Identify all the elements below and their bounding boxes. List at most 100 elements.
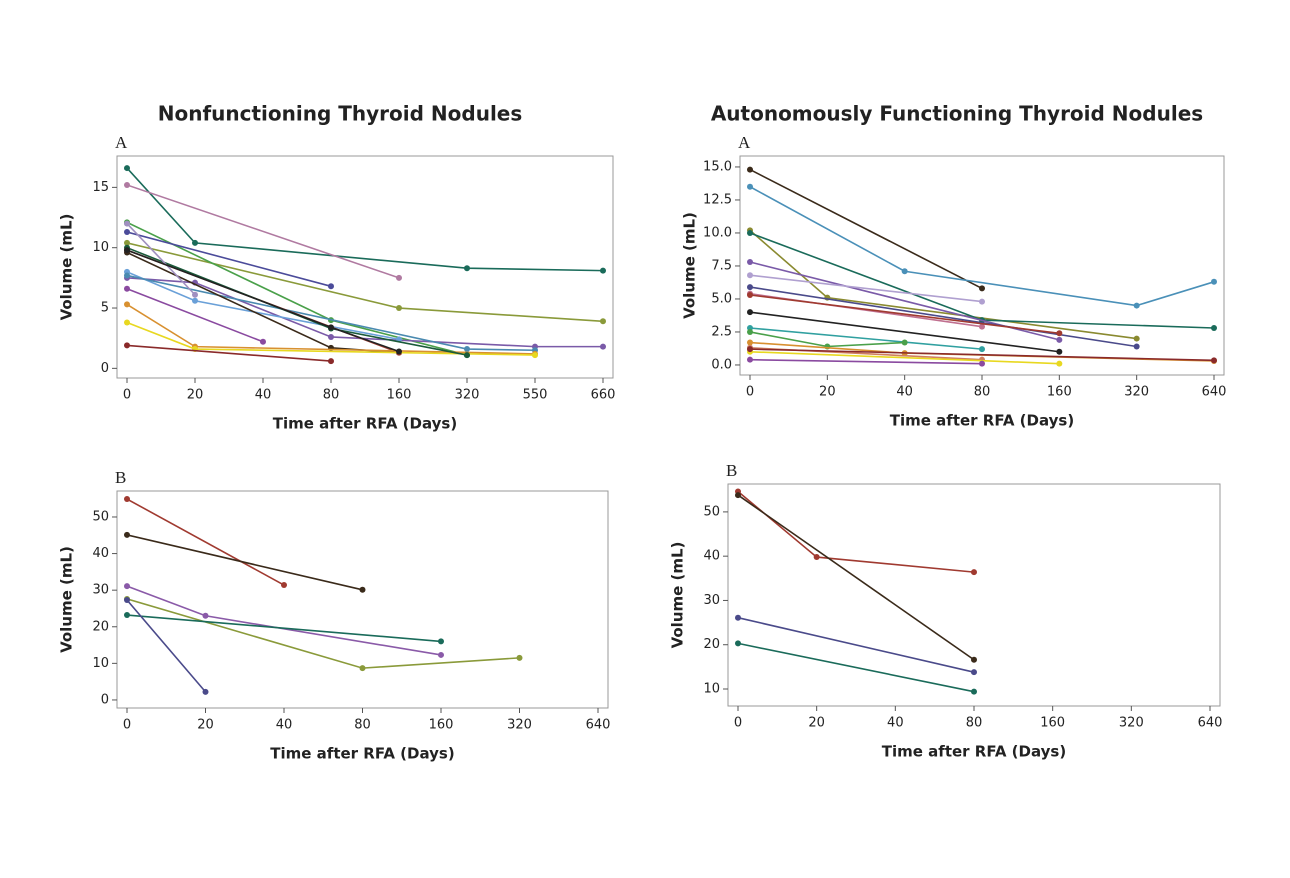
data-point (396, 305, 402, 312)
y-tick-label: 20 (703, 637, 720, 652)
x-tick-label: 160 (1047, 385, 1072, 400)
y-tick-label: 50 (92, 509, 109, 524)
data-point (328, 358, 334, 365)
data-point (1133, 335, 1140, 342)
data-point (124, 247, 130, 254)
x-tick-label: 0 (123, 388, 131, 403)
y-tick-label: 10 (703, 681, 720, 696)
y-axis-label: Volume (mL) (58, 546, 76, 653)
data-point (1133, 343, 1140, 350)
y-axis-label: Volume (mL) (681, 212, 699, 319)
y-tick-label: 5.0 (711, 291, 732, 306)
panel-title: Autonomously Functioning Thyroid Nodules (711, 102, 1203, 126)
data-point (124, 496, 130, 503)
series-line (126, 534, 363, 591)
y-axis-label: Volume (mL) (58, 214, 76, 321)
data-point (735, 640, 741, 647)
data-point (359, 665, 366, 672)
data-point (516, 654, 523, 661)
x-tick-label: 660 (591, 388, 616, 403)
data-point (124, 597, 130, 604)
data-point (979, 285, 985, 292)
data-point (438, 638, 444, 645)
data-point (747, 183, 753, 190)
x-tick-label: 0 (734, 716, 742, 731)
y-tick-label: 50 (703, 504, 720, 519)
series-line (126, 599, 207, 693)
data-point (600, 318, 606, 325)
data-point (1056, 330, 1063, 337)
data-point (971, 669, 977, 676)
data-point (813, 554, 820, 561)
data-point (1056, 348, 1063, 355)
data-point (124, 229, 130, 236)
panel-letter: B (726, 461, 737, 480)
x-axis-label: Time after RFA (Days) (270, 745, 454, 763)
x-tick-label: 0 (123, 718, 131, 733)
series-line (737, 490, 975, 573)
data-point (901, 339, 908, 346)
y-tick-label: 10.0 (703, 225, 732, 240)
data-point (124, 285, 130, 292)
x-tick-label: 0 (746, 385, 754, 400)
x-tick-label: 160 (1040, 716, 1065, 731)
x-tick-label: 320 (1124, 385, 1149, 400)
series-line (126, 614, 442, 643)
x-tick-label: 40 (276, 718, 293, 733)
data-point (124, 220, 130, 227)
data-point (124, 531, 130, 538)
series-line (126, 242, 604, 323)
panel-letter: A (738, 133, 751, 152)
x-tick-label: 40 (887, 716, 904, 731)
series-line (126, 344, 332, 362)
x-tick-label: 550 (523, 388, 548, 403)
series-line (749, 232, 1215, 329)
series-line (749, 327, 983, 350)
data-point (979, 346, 985, 353)
series-line (749, 229, 1137, 340)
plot-frame (116, 155, 614, 379)
x-tick-label: 20 (819, 385, 836, 400)
x-tick-label: 40 (255, 388, 272, 403)
data-point (979, 360, 985, 367)
y-tick-label: 10 (92, 240, 109, 255)
series-line (749, 348, 1215, 362)
data-point (747, 346, 753, 353)
panel-letter: A (115, 133, 128, 152)
x-tick-label: 640 (1198, 716, 1223, 731)
data-point (747, 229, 753, 236)
data-point (124, 612, 130, 619)
x-tick-label: 160 (429, 718, 454, 733)
data-point (747, 309, 753, 316)
y-tick-label: 10 (92, 656, 109, 671)
data-point (260, 338, 266, 345)
data-point (971, 688, 977, 695)
data-point (735, 492, 741, 499)
y-tick-label: 40 (92, 546, 109, 561)
data-point (192, 239, 198, 246)
data-point (124, 239, 130, 246)
data-point (735, 614, 741, 621)
series-line (749, 358, 983, 365)
data-point (328, 324, 334, 331)
x-tick-label: 80 (966, 716, 983, 731)
x-axis-label: Time after RFA (Days) (882, 743, 1066, 761)
x-tick-label: 320 (1119, 716, 1144, 731)
data-point (901, 268, 908, 275)
series-line (126, 223, 196, 296)
y-tick-label: 12.5 (703, 192, 732, 207)
series-line (749, 311, 1060, 353)
data-point (192, 297, 198, 304)
data-point (979, 323, 985, 330)
x-tick-label: 20 (197, 718, 214, 733)
data-point (281, 582, 287, 589)
y-tick-label: 7.5 (711, 258, 732, 273)
y-tick-label: 15.0 (703, 159, 732, 174)
data-point (1056, 336, 1063, 343)
y-tick-label: 30 (703, 593, 720, 608)
series-line (737, 642, 975, 693)
panel-letter: B (115, 468, 126, 487)
series-line (126, 167, 604, 272)
data-point (747, 166, 753, 173)
x-axis-label: Time after RFA (Days) (890, 412, 1074, 430)
